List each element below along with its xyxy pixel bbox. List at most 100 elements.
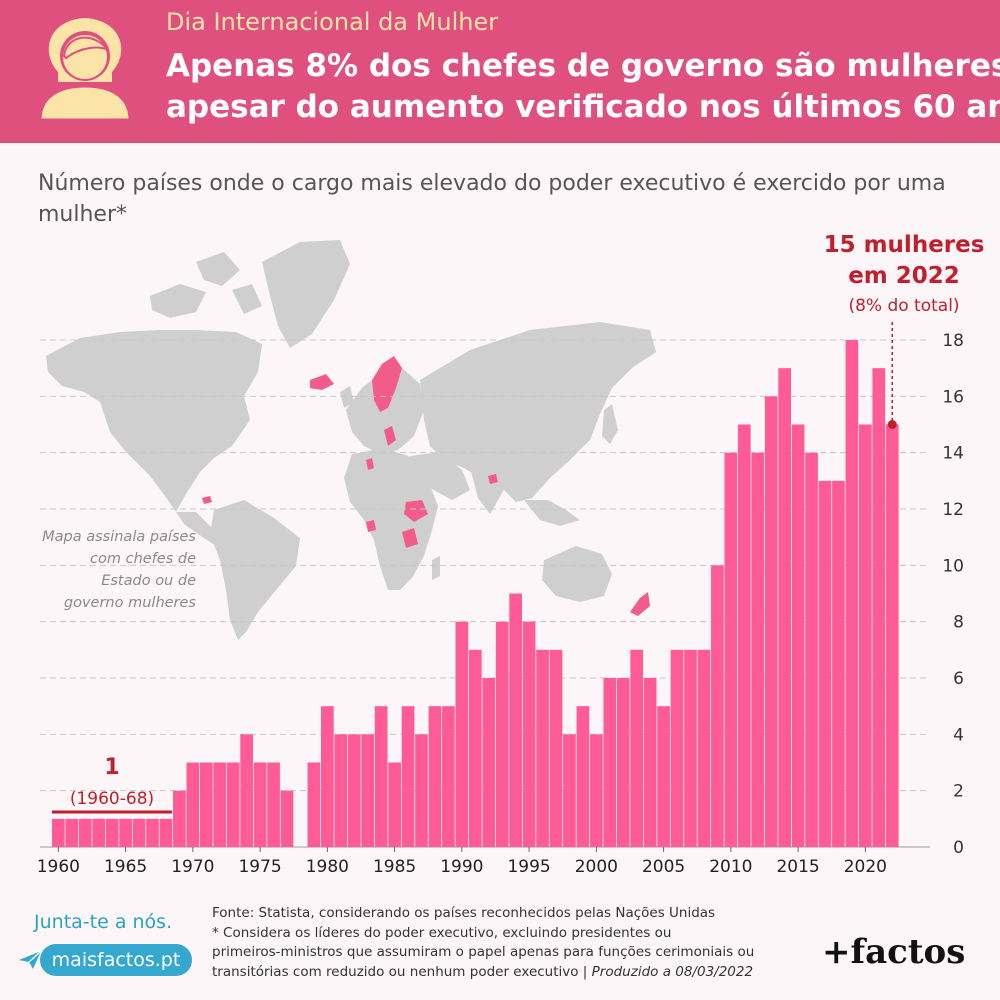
site-link-button[interactable]: maisfactos.pt [40,944,192,976]
bar-2020 [859,424,872,847]
header-subtitle: Dia Internacional da Mulher [166,8,499,36]
bar-2021 [872,368,886,847]
bar-2008 [697,649,711,847]
bar-1996 [536,649,549,847]
x-tick-label: 2000 [575,857,618,877]
y-tick-label: 0 [953,838,964,858]
bar-1979 [307,762,321,847]
map-asia [420,322,656,502]
bar-2006 [670,649,684,847]
source-line2: * Considera os líderes do poder executiv… [212,924,672,941]
bar-2001 [603,678,617,847]
map-barbados [202,496,212,504]
header-title: Apenas 8% dos chefes de governo são mulh… [166,46,1000,128]
source-note: Fonte: Statista, considerando os países … [212,904,812,982]
bar-1962 [78,818,92,847]
bar-1986 [401,706,415,847]
x-tick-label: 1980 [306,857,349,877]
bar-2000 [590,734,603,847]
map-africa [344,448,438,590]
y-tick-label: 6 [953,669,964,689]
x-tick-label: 1975 [238,857,281,877]
bar-1990 [455,621,469,847]
end-annotation-line2: em 2022 [848,263,960,289]
x-tick-label: 1985 [373,857,416,877]
bar-1989 [442,706,455,847]
bar-1985 [388,762,401,847]
map-note: Mapa assinala países com chefes de Estad… [42,529,196,611]
map-madagascar [432,556,440,580]
map-middle-east [410,452,470,500]
bar-1992 [482,678,496,847]
start-annotation-value: 1 [104,755,119,780]
x-tick-label: 2015 [776,857,819,877]
source-line3: primeiros-ministros que assumiram o pape… [212,944,755,960]
y-axis-ticks: 0 2 4 6 8 10 12 14 16 18 [942,331,964,858]
map-se-asia [524,500,580,526]
bar-2017 [818,480,832,847]
bar-1998 [563,734,576,847]
bar-1965 [119,818,132,847]
bar-2009 [711,565,724,847]
map-tunisia [366,458,374,470]
bar-1966 [132,818,146,847]
bar-1981 [334,734,348,847]
y-tick-label: 8 [953,613,964,633]
paper-plane-icon [19,950,42,969]
produced-date: Produzido a 08/03/2022 [591,963,754,980]
bar-2011 [737,424,751,847]
bar-1964 [105,818,119,847]
bar-1994 [509,593,522,847]
bar-2014 [778,368,791,847]
map-balkans [384,426,396,446]
x-tick-label: 2005 [642,857,685,877]
bar-1968 [159,818,173,847]
map-central-america [176,512,222,546]
world-map [46,240,656,640]
bar-1995 [522,621,536,847]
bar-2002 [616,678,630,847]
bar-1969 [173,790,186,847]
header-title-line1: Apenas 8% dos chefes de governo são mulh… [166,48,1000,84]
bar-2012 [751,452,765,847]
map-scandinavia [372,356,402,412]
source-line4-wrap: transitórias com reduzido ou nenhum pode… [212,963,812,983]
bar-1961 [65,818,79,847]
chart-title: Número países onde o cargo mais elevado … [38,171,946,227]
bar-2003 [630,649,644,847]
bar-2007 [684,649,697,847]
map-iceland [310,374,334,390]
bar-1960 [52,818,65,847]
bar-1991 [468,649,482,847]
end-annotation-line1: 15 mulheres [824,232,985,258]
bar-2013 [764,396,778,847]
bar-1984 [374,706,388,847]
bar-1993 [495,621,509,847]
y-tick-label: 4 [953,725,964,745]
bar-2016 [805,452,818,847]
y-tick-label: 2 [953,782,964,802]
chart-annotations: 1 (1960-68) 15 mulheres em 2022 (8% do t… [52,232,985,814]
chart-bars [52,340,899,847]
bar-1988 [428,706,442,847]
x-tick-label: 2010 [709,857,752,877]
bar-2019 [845,340,859,847]
x-tick-label: 1990 [440,857,483,877]
x-tick-label: 2020 [844,857,887,877]
bar-1976 [267,762,280,847]
join-text: Junta-te a nós. [34,911,173,933]
map-europe [346,366,424,454]
map-south-america [210,500,300,640]
x-tick-label: 1970 [171,857,214,877]
bar-2005 [657,706,670,847]
y-tick-label: 10 [942,556,964,576]
source-line1: Fonte: Statista, considerando os países … [212,905,716,921]
y-tick-label: 12 [942,500,964,520]
brand-logo: +factos [822,932,966,972]
map-greenland [262,240,350,348]
x-tick-label: 1960 [37,857,80,877]
x-tick-label: 1995 [507,857,550,877]
map-uk [340,386,354,408]
bar-1973 [226,762,240,847]
